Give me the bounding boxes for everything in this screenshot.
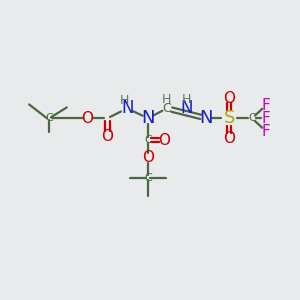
Text: F: F (262, 111, 270, 126)
Text: C: C (163, 102, 171, 115)
Text: S: S (224, 109, 235, 127)
Text: N: N (180, 99, 193, 117)
Text: H: H (120, 94, 129, 107)
Text: O: O (158, 133, 170, 148)
Text: O: O (223, 130, 235, 146)
Text: C: C (45, 113, 53, 123)
Text: O: O (142, 150, 154, 165)
Text: C: C (248, 113, 256, 123)
Text: C: C (144, 135, 152, 145)
Text: F: F (262, 124, 270, 139)
Text: C: C (144, 173, 152, 183)
Text: O: O (101, 129, 113, 144)
Text: N: N (121, 99, 134, 117)
Text: O: O (82, 111, 94, 126)
Text: N: N (141, 109, 155, 127)
Text: F: F (262, 98, 270, 113)
Text: H: H (162, 93, 172, 106)
Text: N: N (200, 109, 213, 127)
Text: O: O (223, 91, 235, 106)
Text: H: H (182, 93, 191, 106)
